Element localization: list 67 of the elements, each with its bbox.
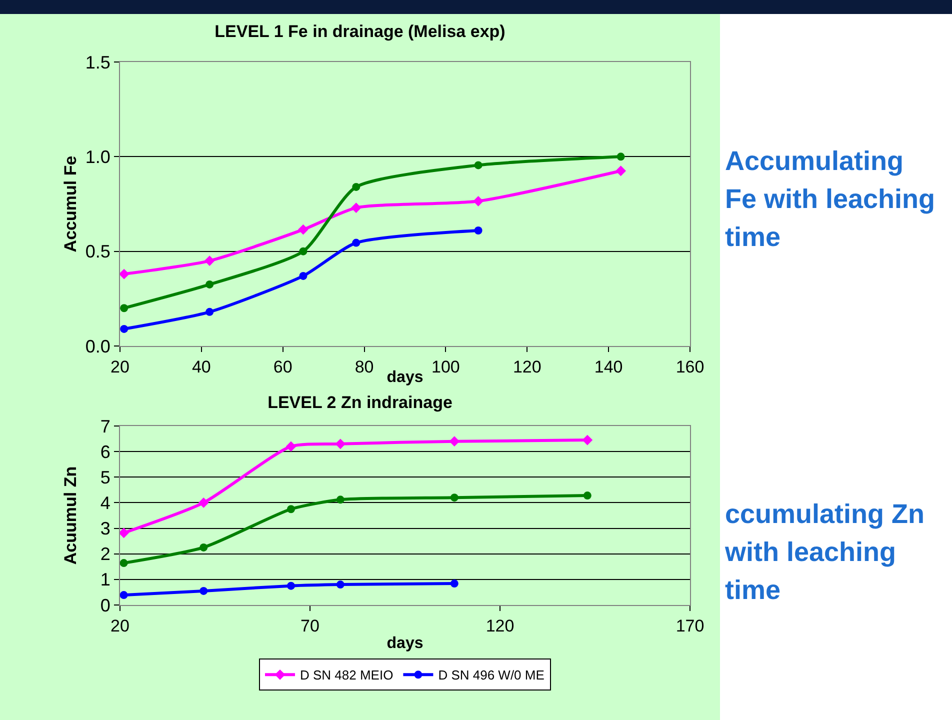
x-tick-label: 140 [594,357,623,376]
y-tick-label: 6 [100,442,110,462]
point [449,436,460,447]
point [616,152,625,161]
chart-title: LEVEL 1 Fe in drainage (Melisa exp) [214,22,506,42]
y-tick-label: 0.5 [85,242,110,262]
point [336,580,344,589]
point [287,505,295,514]
point [583,492,592,500]
point [120,324,128,333]
point [200,586,208,595]
x-tick-label: 160 [676,357,704,376]
point [336,496,344,504]
point [474,226,482,235]
point [286,441,296,452]
point [198,498,209,508]
legend-label: D SN 482 MEIO [300,668,394,683]
y-tick-label: 5 [100,467,110,488]
y-axis-title: Accumul Fe [61,156,80,252]
x-tick-label: 40 [192,357,211,376]
point [474,161,482,170]
y-tick-label: 1.5 [85,52,110,72]
point [206,280,214,288]
point [299,247,308,256]
x-tick-label: 120 [486,616,514,636]
point [120,304,128,312]
point [200,543,208,552]
point [450,494,458,502]
y-tick-label: 0 [100,595,110,616]
point [206,308,214,316]
point [287,582,295,590]
y-tick-label: 2 [100,544,110,564]
x-tick-label: 120 [512,357,542,376]
x-tick-label: 80 [354,357,374,376]
x-tick-label: 20 [110,357,130,376]
y-tick-label: 7 [100,416,110,436]
x-tick-label: 60 [273,357,292,376]
point [350,202,362,213]
y-tick-label: 3 [100,518,110,539]
point [204,256,215,266]
point [299,272,308,280]
y-tick-label: 4 [100,493,110,514]
point [582,434,593,446]
point [120,559,128,568]
point [616,166,626,176]
point [298,224,308,235]
point [473,196,484,206]
text: ccumulating Zn with leaching time [724,498,926,607]
y-tick-label: 0.0 [85,336,110,356]
y-tick-label: 1 [100,570,110,590]
x-tick-label: 100 [432,357,460,376]
x-tick-label: 170 [676,616,704,636]
x-tick-label: 20 [110,616,130,636]
chart-title: LEVEL 2 Zn indrainage [268,392,452,412]
point [120,268,130,280]
y-axis-title: Acuumul Zn [61,466,80,565]
x-axis-title: days [386,635,424,652]
text: Accumulating Fe with leaching time [724,145,936,254]
x-tick-label: 70 [300,616,320,636]
point [450,580,458,588]
x-axis-title: days [386,369,424,386]
point [335,438,346,450]
point [120,591,128,600]
legend-label: D SN 496 W/0 ME [438,668,545,683]
point [352,238,360,247]
point [352,182,360,191]
y-tick-label: 1.0 [85,146,110,167]
